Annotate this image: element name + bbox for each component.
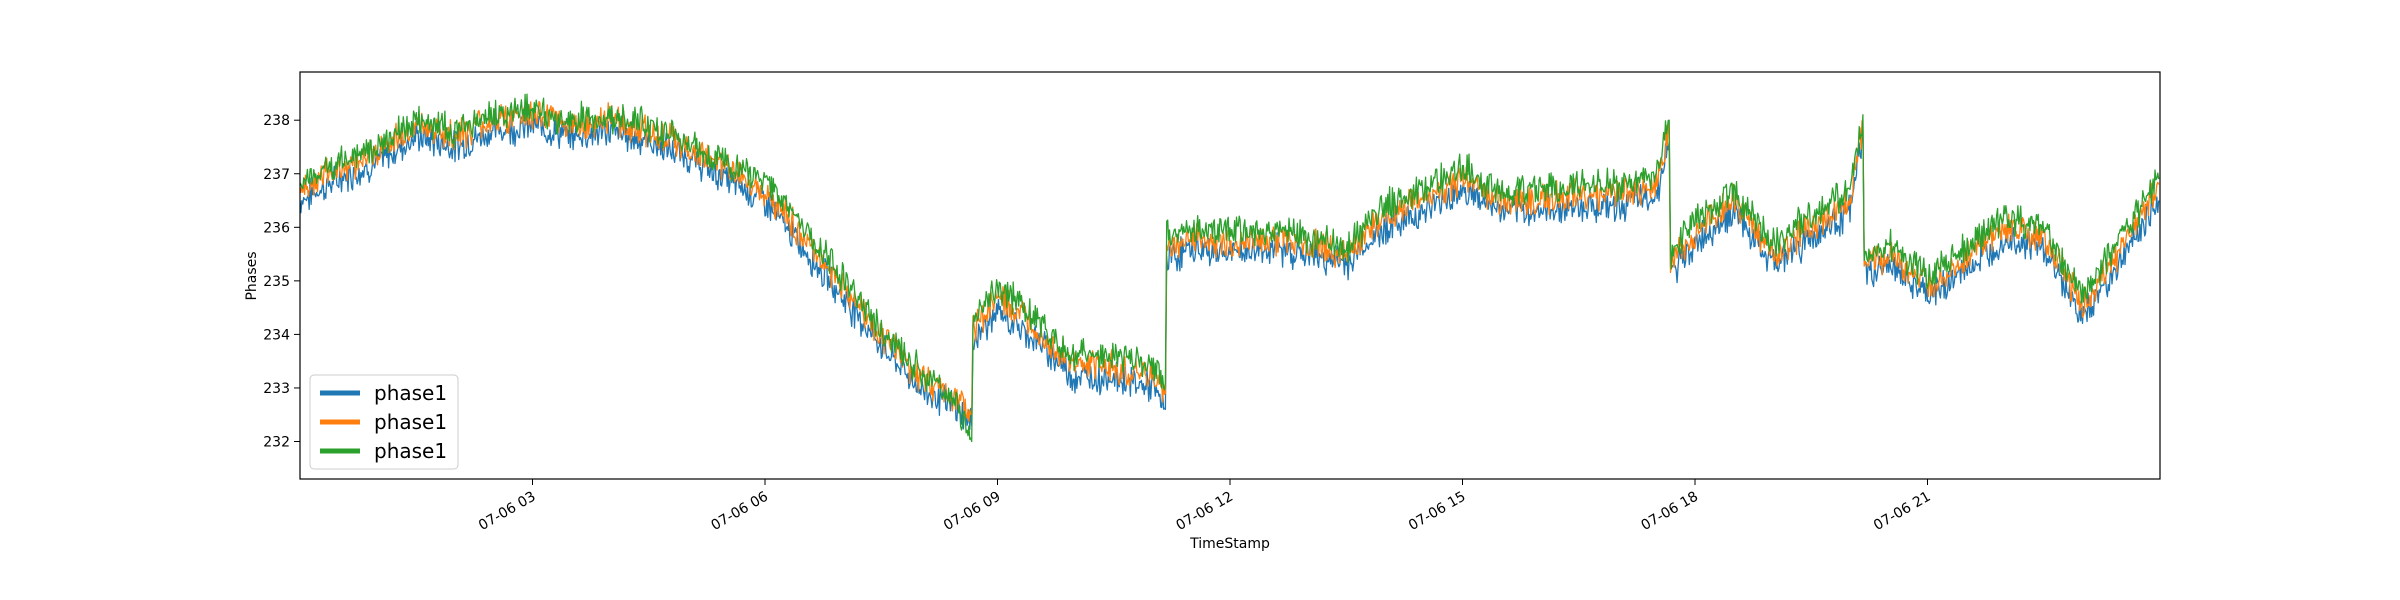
series-line-1 [300, 109, 2160, 430]
x-tick-label: 07-06 18 [1638, 489, 1701, 534]
y-tick-label: 237 [263, 167, 290, 183]
x-tick-label: 07-06 09 [941, 489, 1004, 534]
legend-label-3: phase1 [374, 439, 447, 463]
x-tick-label: 07-06 21 [1871, 489, 1934, 534]
x-tick-label: 07-06 15 [1406, 489, 1469, 534]
legend-box [309, 374, 459, 470]
x-axis: 07-06 03 07-06 06 07-06 09 07-06 12 07-06 15… [476, 479, 1934, 534]
x-axis-label: TimeStamp [1189, 536, 1270, 552]
y-axis-label: Phases [244, 251, 260, 300]
y-tick-label: 238 [263, 113, 290, 129]
series-line-3 [300, 93, 2160, 443]
legend-label-1: phase1 [374, 381, 447, 405]
y-tick-label: 233 [263, 381, 290, 397]
x-tick-label: 07-06 12 [1173, 489, 1236, 534]
y-tick-label: 236 [263, 220, 290, 236]
y-tick-label: 234 [263, 327, 290, 343]
series-layer [300, 93, 2160, 443]
x-tick-label: 07-06 06 [708, 489, 771, 534]
legend-label-2: phase1 [374, 410, 447, 434]
y-tick-label: 232 [263, 435, 290, 451]
y-axis: 232 233 234 235 236 237 238 [263, 113, 300, 451]
x-tick-label: 07-06 03 [476, 489, 539, 534]
y-tick-label: 235 [263, 274, 290, 290]
legend: phase1 phase1 phase1 [309, 374, 459, 470]
